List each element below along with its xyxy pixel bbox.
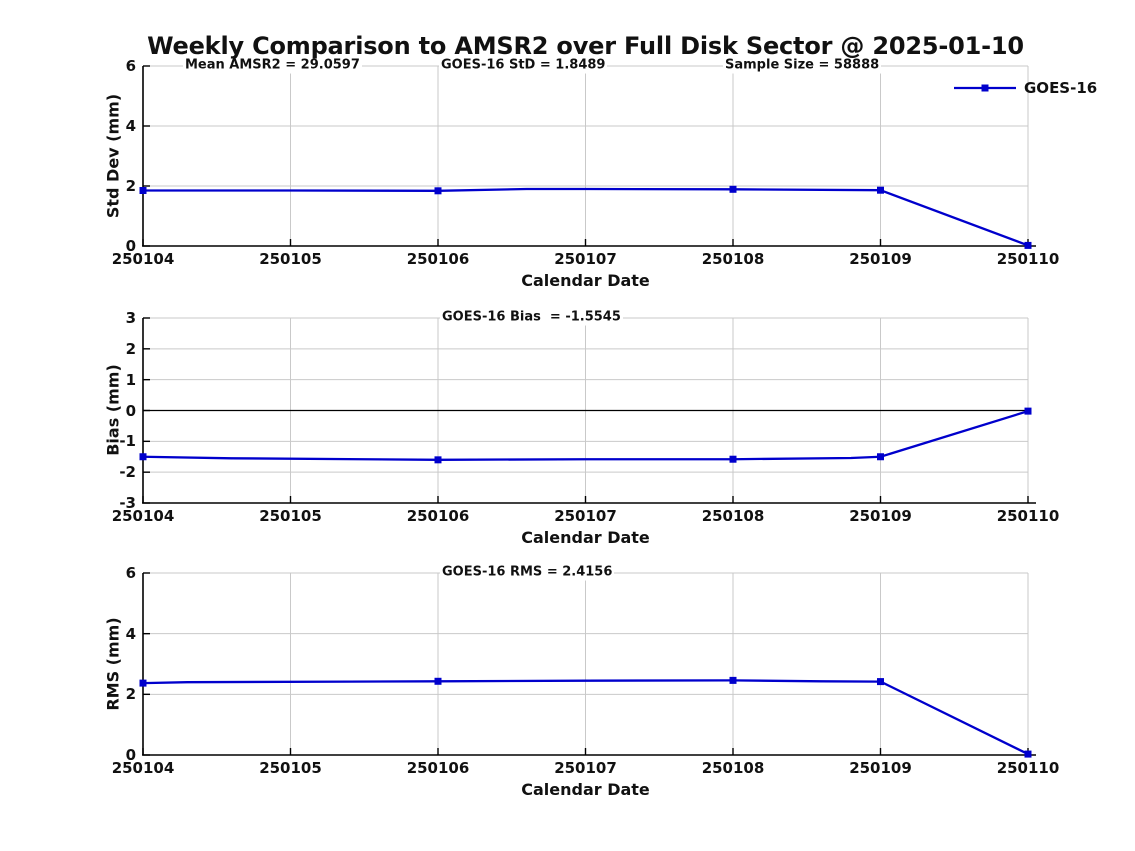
x-tick-label: 250105 [259, 759, 322, 777]
x-tick-label: 250107 [554, 507, 617, 525]
annotation-sample-size: Sample Size = 58888 [723, 57, 882, 74]
data-marker [434, 456, 442, 464]
x-tick-label: 250105 [259, 250, 322, 268]
x-axis-label-subplot1: Calendar Date [521, 271, 650, 290]
legend: GOES-16 [953, 79, 1097, 97]
x-tick-label: 250109 [849, 759, 912, 777]
y-tick-label: 0 [125, 237, 136, 255]
y-tick-label: 1 [125, 370, 136, 389]
data-marker [877, 186, 884, 194]
y-tick-label: -1 [119, 432, 136, 451]
y-tick-label: 2 [125, 685, 136, 704]
y-tick-label: 2 [125, 339, 136, 358]
x-tick-label: 250108 [701, 250, 765, 268]
x-tick-label: 250110 [996, 759, 1060, 777]
x-axis-label-subplot2: Calendar Date [521, 528, 650, 547]
data-marker [729, 455, 737, 463]
series-line-goes-16 [143, 187, 1029, 247]
x-tick-label: 250106 [406, 759, 470, 777]
figure-title: Weekly Comparison to AMSR2 over Full Dis… [147, 32, 1024, 60]
annotation-goes16-bias: GOES-16 Bias = -1.5545 [440, 309, 623, 326]
legend-label: GOES-16 [1024, 79, 1098, 97]
x-tick-label: 250104 [111, 507, 175, 525]
y-tick-label: 4 [125, 624, 136, 643]
x-tick-label: 250108 [701, 759, 765, 777]
x-tick-label: 250109 [849, 507, 912, 525]
data-marker [877, 453, 884, 461]
series-line-goes-16 [142, 410, 1029, 461]
x-tick-label: 250110 [996, 507, 1060, 525]
data-marker [1024, 750, 1032, 758]
x-tick-label: 250106 [406, 250, 470, 268]
y-tick-label: 3 [125, 309, 136, 327]
data-marker [139, 453, 147, 461]
annotation-goes16-rms: GOES-16 RMS = 2.4156 [440, 564, 615, 581]
y-tick-label: -3 [119, 494, 136, 512]
data-marker [139, 187, 147, 194]
data-marker [877, 678, 884, 686]
x-tick-label: 250106 [406, 507, 470, 525]
y-tick-label: 0 [125, 401, 136, 420]
y-tick-label: 0 [125, 746, 136, 764]
y-tick-label: 6 [125, 57, 136, 75]
x-tick-label: 250107 [554, 759, 617, 777]
x-tick-label: 250108 [701, 507, 765, 525]
x-tick-label: 250109 [849, 250, 912, 268]
data-marker [1024, 241, 1032, 249]
data-marker [139, 679, 147, 687]
series-line-goes-16 [142, 679, 1029, 756]
y-tick-label: -2 [119, 463, 136, 482]
x-tick-label: 250107 [554, 250, 617, 268]
y-tick-label: 4 [125, 117, 136, 135]
data-marker [729, 185, 737, 193]
legend-line-icon [954, 84, 1016, 92]
x-tick-label: 250104 [111, 759, 175, 777]
data-marker [434, 187, 442, 195]
x-axis-label-subplot3: Calendar Date [521, 780, 650, 799]
y-tick-label: 6 [125, 564, 136, 582]
data-marker [434, 677, 442, 685]
x-tick-label: 250105 [259, 507, 322, 525]
annotation-goes16-std: GOES-16 StD = 1.8489 [439, 57, 608, 74]
annotation-mean-amsr2: Mean AMSR2 = 29.0597 [183, 57, 362, 74]
y-axis-label-std-dev: Std Dev (mm) [103, 93, 123, 219]
data-marker [1024, 407, 1032, 415]
y-tick-label: 2 [125, 177, 136, 195]
data-marker [729, 676, 737, 684]
x-tick-label: 250110 [996, 250, 1060, 268]
x-tick-label: 250104 [111, 250, 175, 268]
